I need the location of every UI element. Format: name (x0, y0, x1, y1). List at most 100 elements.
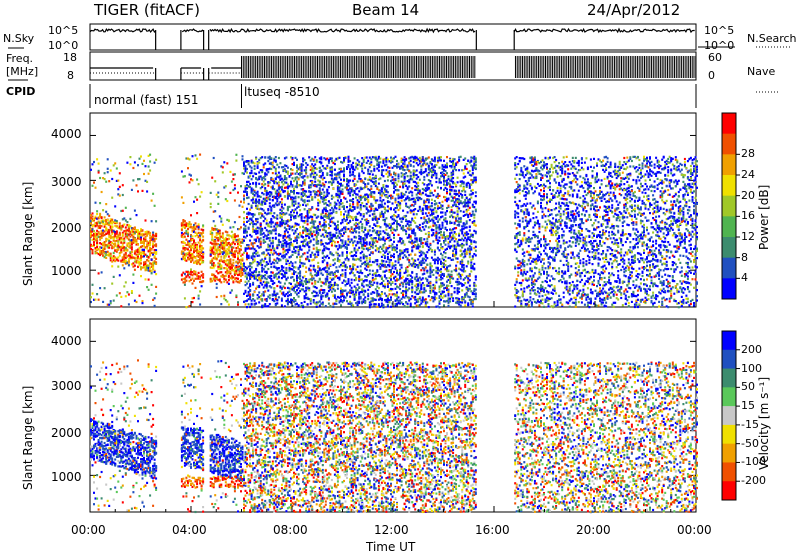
power-cell (235, 159, 238, 162)
power-cell (117, 244, 120, 247)
power-cell (103, 172, 106, 175)
power-cell (196, 246, 199, 249)
power-cell (191, 274, 194, 277)
power-cell (147, 154, 150, 157)
power-cell (318, 166, 321, 169)
power-cell (268, 258, 271, 261)
power-cell (187, 234, 189, 238)
power-cell (121, 234, 124, 237)
power-cell (273, 287, 276, 290)
power-cell (202, 247, 205, 250)
power-cell (356, 304, 359, 307)
power-cell (147, 257, 150, 260)
power-cell (311, 207, 314, 210)
power-cell (300, 302, 303, 305)
power-cell (135, 230, 138, 233)
power-cell (305, 289, 308, 292)
power-cell (315, 235, 318, 238)
power-cell (100, 225, 103, 228)
power-cell (103, 246, 106, 249)
power-cell (317, 272, 320, 275)
power-cell (240, 226, 242, 229)
power-cell (150, 248, 153, 251)
power-cell (335, 231, 338, 234)
power-cell (191, 282, 194, 285)
power-cell (362, 213, 365, 216)
power-cell (147, 244, 150, 247)
power-cell (346, 206, 348, 209)
power-cell (238, 252, 241, 255)
power-cell (293, 278, 295, 281)
power-cell (129, 245, 132, 248)
power-cell (315, 303, 318, 306)
power-cell (341, 202, 344, 205)
power-cell (291, 172, 294, 175)
power-cell (256, 193, 259, 196)
power-cell (220, 255, 223, 258)
power-cell (359, 214, 362, 217)
power-cell (262, 209, 265, 212)
power-cell (123, 258, 126, 261)
power-cell (220, 220, 223, 223)
power-cell (100, 221, 103, 224)
power-cell (271, 199, 274, 202)
power-cell (115, 258, 118, 261)
power-cell (350, 238, 353, 241)
power-cell (314, 171, 317, 174)
power-cell (244, 227, 247, 230)
power-cell (368, 306, 371, 309)
power-cell (368, 166, 371, 169)
power-cell (268, 239, 271, 242)
power-cell (312, 244, 315, 247)
power-cell (115, 245, 118, 248)
power-cell (317, 280, 320, 283)
power-cell (290, 180, 292, 183)
power-cell (149, 160, 152, 163)
power-cell (91, 292, 94, 295)
power-cell (190, 273, 192, 276)
power-cell (135, 243, 138, 246)
power-cell (127, 260, 130, 263)
power-cell (153, 240, 156, 243)
power-cell (291, 276, 294, 279)
power-cell (94, 222, 97, 225)
power-cell (367, 288, 370, 291)
power-cell (99, 224, 102, 228)
power-cell (303, 262, 306, 265)
power-cell (324, 220, 327, 223)
power-cell (249, 283, 252, 286)
power-cell (135, 240, 138, 243)
power-cell (326, 278, 329, 281)
power-cell (336, 199, 339, 202)
power-cell (183, 283, 186, 286)
power-cell (191, 235, 194, 238)
power-cell (250, 169, 253, 172)
power-cell (338, 186, 341, 189)
power-cell (256, 217, 259, 221)
power-cell (106, 232, 109, 235)
power-cell (273, 281, 276, 285)
power-cell (288, 205, 291, 208)
power-cell (93, 217, 95, 221)
power-cell (270, 248, 273, 252)
power-cell (183, 257, 186, 260)
power-cell (108, 244, 111, 247)
power-cell (190, 256, 192, 259)
power-cell (214, 210, 217, 213)
power-cell (147, 288, 150, 291)
power-cell (106, 213, 109, 216)
power-cell (132, 227, 135, 230)
power-cell (273, 262, 276, 265)
power-cell (124, 295, 127, 298)
power-cell (133, 260, 136, 263)
power-cell (286, 276, 289, 279)
power-cell (326, 264, 329, 267)
power-cell (103, 243, 106, 246)
power-cell (279, 195, 282, 198)
power-cell (147, 165, 150, 168)
power-cell (264, 183, 267, 186)
power-cell (188, 258, 191, 261)
power-cell (346, 218, 348, 221)
power-cell (291, 262, 294, 265)
power-cell (297, 223, 300, 226)
